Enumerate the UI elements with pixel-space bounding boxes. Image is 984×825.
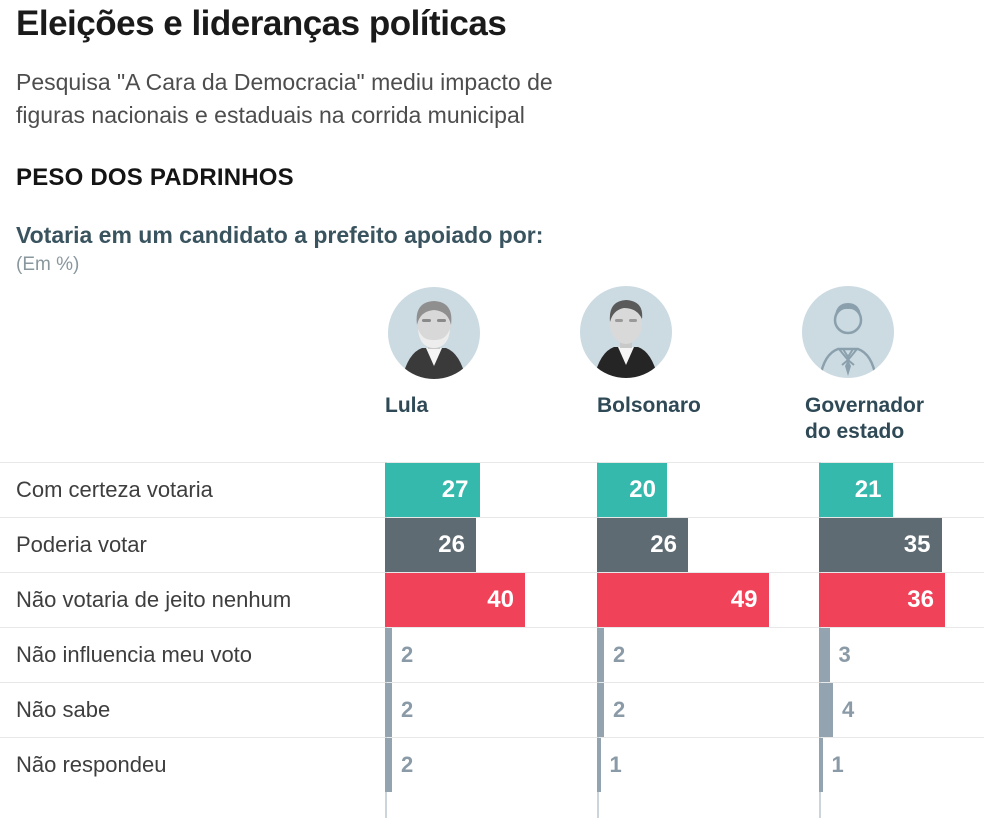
bar-governor-nao-influencia <box>819 628 830 682</box>
bar-governor-nao-sabe <box>819 683 833 737</box>
row-label: Com certeza votaria <box>16 477 213 502</box>
bar-bolsonaro-nao-votaria: 49 <box>597 573 769 627</box>
bar-cell: 2 <box>597 683 807 737</box>
row-divider <box>0 627 984 628</box>
bar-value: 26 <box>650 531 677 558</box>
bar-value: 1 <box>831 752 844 777</box>
bar-lula-nao-respondeu <box>385 738 392 792</box>
bar-value: 40 <box>487 586 514 613</box>
bar-cell: 20 <box>597 463 807 517</box>
section-title: PESO DOS PADRINHOS <box>16 164 294 191</box>
subtitle-line-2: figuras nacionais e estaduais na corrida… <box>16 101 525 128</box>
bar-value: 49 <box>730 586 758 613</box>
bar-value: 36 <box>907 586 934 613</box>
bar-cell: 27 <box>385 463 595 517</box>
bolsonaro-portrait-icon <box>594 300 658 378</box>
bar-value: 27 <box>441 476 469 503</box>
bar-value: 20 <box>629 476 656 503</box>
page-subtitle: Pesquisa "A Cara da Democracia" mediu im… <box>16 66 776 131</box>
bar-bolsonaro-nao-respondeu <box>597 738 601 792</box>
bar-value: 4 <box>842 697 855 722</box>
bar-cell: 49 <box>597 573 807 627</box>
bar-value: 1 <box>609 752 622 777</box>
bolsonaro-avatar <box>580 286 672 378</box>
governor-avatar <box>802 286 894 378</box>
lula-portrait-icon <box>402 301 466 379</box>
row-divider <box>0 462 984 463</box>
row-label: Não sabe <box>16 697 111 722</box>
bar-cell: 2 <box>385 683 595 737</box>
bar-lula-com-certeza: 27 <box>385 463 480 517</box>
bar-value: 2 <box>401 642 414 667</box>
bar-cell: 21 <box>819 463 982 517</box>
bar-bolsonaro-poderia: 26 <box>597 518 688 572</box>
unit-note: (Em %) <box>16 254 80 275</box>
bar-governor-com-certeza: 21 <box>819 463 893 517</box>
bar-cell: 36 <box>819 573 982 627</box>
bar-value: 2 <box>613 642 626 667</box>
bar-bolsonaro-nao-influencia <box>597 628 604 682</box>
bar-cell: 1 <box>819 738 982 792</box>
bar-lula-nao-influencia <box>385 628 392 682</box>
bar-value: 2 <box>401 697 414 722</box>
row-divider <box>0 682 984 683</box>
bar-bolsonaro-nao-sabe <box>597 683 604 737</box>
bar-cell: 4 <box>819 683 982 737</box>
generic-person-icon <box>818 303 878 378</box>
bar-cell: 3 <box>819 628 982 682</box>
row-divider <box>0 572 984 573</box>
row-label: Não influencia meu voto <box>16 642 253 667</box>
bar-lula-poderia: 26 <box>385 518 476 572</box>
bar-value: 2 <box>613 697 626 722</box>
bar-cell: 26 <box>385 518 595 572</box>
bar-cell: 1 <box>597 738 807 792</box>
row-label: Poderia votar <box>16 532 147 557</box>
page-title: Eleições e lideranças políticas <box>16 4 507 43</box>
column-name-lula: Lula <box>385 394 429 417</box>
bar-lula-nao-sabe <box>385 683 392 737</box>
row-label: Não respondeu <box>16 752 167 777</box>
bar-value: 21 <box>854 476 882 503</box>
row-label: Não votaria de jeito nenhum <box>16 587 292 612</box>
bar-cell: 35 <box>819 518 982 572</box>
bar-cell: 26 <box>597 518 807 572</box>
bar-lula-nao-votaria: 40 <box>385 573 525 627</box>
lula-avatar <box>388 287 480 379</box>
bar-value: 2 <box>401 752 414 777</box>
column-name-governor: Governador do estado <box>805 394 925 443</box>
bar-value: 3 <box>838 642 851 667</box>
bar-cell: 2 <box>597 628 807 682</box>
row-divider <box>0 737 984 738</box>
chart-question: Votaria em um candidato a prefeito apoia… <box>16 222 544 248</box>
bar-cell: 40 <box>385 573 595 627</box>
bar-cell: 2 <box>385 738 595 792</box>
column-name-bolsonaro: Bolsonaro <box>597 394 701 417</box>
bar-governor-poderia: 35 <box>819 518 942 572</box>
subtitle-line-1: Pesquisa "A Cara da Democracia" mediu im… <box>16 69 553 95</box>
bar-bolsonaro-com-certeza: 20 <box>597 463 667 517</box>
bar-value: 26 <box>438 531 465 558</box>
bar-cell: 2 <box>385 628 595 682</box>
bar-governor-nao-respondeu <box>819 738 823 792</box>
row-divider <box>0 517 984 518</box>
bar-value: 35 <box>903 531 931 558</box>
bar-governor-nao-votaria: 36 <box>819 573 945 627</box>
